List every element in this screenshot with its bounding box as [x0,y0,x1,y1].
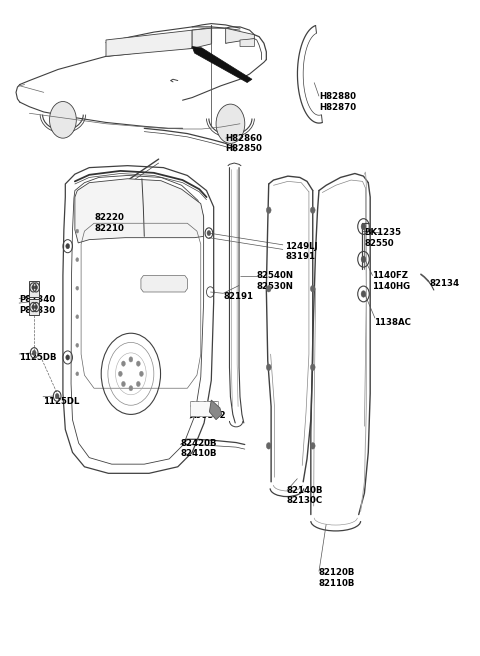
Polygon shape [106,30,192,56]
Circle shape [76,343,79,347]
Circle shape [311,364,315,371]
Circle shape [66,243,70,249]
Circle shape [32,305,35,309]
Text: 82220
82210: 82220 82210 [94,213,124,233]
Text: 82191: 82191 [223,292,253,301]
Text: 1138AC: 1138AC [374,318,411,327]
Circle shape [129,386,133,391]
Circle shape [311,207,315,213]
Circle shape [266,443,271,449]
Circle shape [32,285,35,289]
Circle shape [35,285,37,289]
Polygon shape [192,47,252,83]
Text: H82860
H82850: H82860 H82850 [226,134,263,154]
Circle shape [361,256,366,262]
Text: 82420B
82410B: 82420B 82410B [180,439,216,459]
Circle shape [76,315,79,319]
Text: P81340
P81330: P81340 P81330 [19,295,55,315]
Circle shape [66,355,70,360]
Text: BK1235
82550: BK1235 82550 [364,228,401,247]
Text: 1125DL: 1125DL [43,397,79,406]
Circle shape [140,371,144,377]
Polygon shape [29,281,39,297]
Circle shape [35,305,37,309]
Circle shape [136,381,140,386]
Circle shape [266,364,271,371]
Circle shape [311,443,315,449]
Circle shape [49,102,76,138]
Circle shape [129,357,133,362]
Text: 82134: 82134 [429,279,459,288]
Text: 1125DB: 1125DB [19,353,56,362]
Circle shape [76,286,79,290]
Polygon shape [141,276,187,292]
Circle shape [76,229,79,233]
Polygon shape [190,401,218,417]
Text: 82412
A99332: 82412 A99332 [190,401,227,420]
Polygon shape [240,39,254,47]
Text: 82140B
82130C: 82140B 82130C [287,485,324,506]
Text: 1140FZ
1140HG: 1140FZ 1140HG [372,271,410,291]
Text: 82540N
82530N: 82540N 82530N [257,271,294,291]
Circle shape [121,361,125,366]
Circle shape [76,258,79,262]
Text: 1249LJ
83191: 1249LJ 83191 [286,241,318,261]
Polygon shape [226,28,254,43]
Circle shape [216,104,245,144]
Circle shape [76,372,79,376]
Polygon shape [192,28,211,49]
Circle shape [136,361,140,366]
Circle shape [361,291,366,297]
Circle shape [119,371,122,377]
Text: H82880
H82870: H82880 H82870 [319,92,356,112]
Circle shape [55,394,59,399]
Circle shape [32,350,36,356]
Circle shape [266,207,271,213]
Circle shape [266,285,271,292]
Polygon shape [29,299,39,315]
Circle shape [361,223,366,230]
Polygon shape [209,400,222,420]
Circle shape [207,230,211,236]
Text: 82120B
82110B: 82120B 82110B [319,568,355,588]
Circle shape [311,285,315,292]
Polygon shape [75,178,204,243]
Circle shape [121,381,125,386]
